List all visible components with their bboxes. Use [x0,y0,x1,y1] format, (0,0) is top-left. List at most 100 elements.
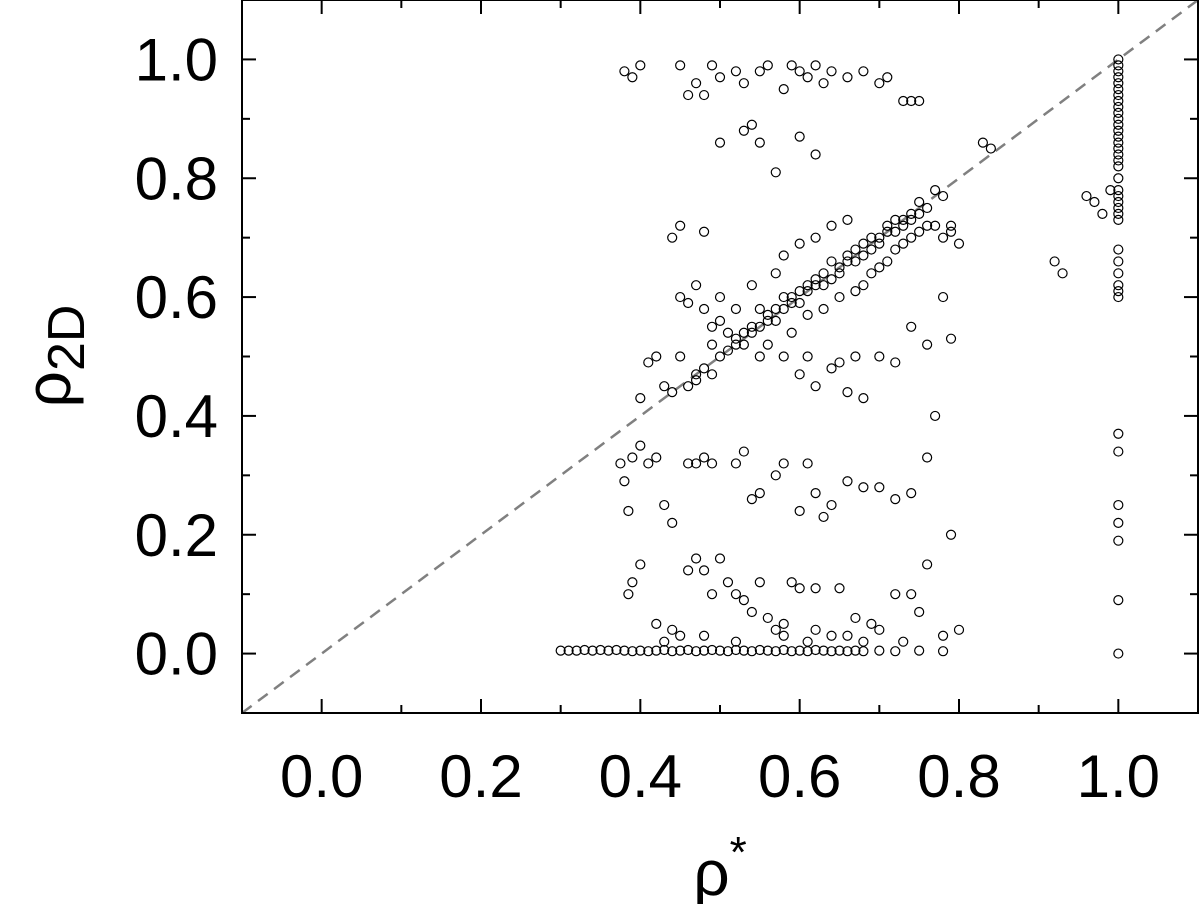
data-point [690,646,702,657]
data-point [770,315,781,326]
data-point [794,66,805,77]
data-point [643,357,654,368]
data-point [722,345,734,356]
data-point [619,476,630,487]
data-point [818,645,829,656]
data-point [1113,155,1124,166]
data-point [842,387,853,398]
data-point [810,583,821,594]
data-point [778,303,789,315]
data-point [675,220,686,231]
data-point [778,458,789,469]
data-point [698,565,710,576]
data-point [866,268,877,279]
data-point [746,646,757,657]
data-point [834,645,845,656]
data-point [953,624,965,635]
data-point [1113,428,1124,439]
data-point [754,644,765,656]
data-point [810,381,821,392]
y-tick-label: 0.4 [135,383,218,450]
data-point [810,60,821,71]
data-point [858,392,869,404]
data-point [1097,208,1108,219]
data-point [1113,190,1124,202]
data-point [690,553,702,564]
x-tick-label: 0.0 [280,743,363,810]
data-point [1113,143,1124,154]
data-point [1113,137,1124,148]
data-point [754,303,765,315]
y-tick-label: 1.0 [135,26,218,93]
data-point [898,636,909,647]
data-point [698,89,710,101]
data-point [754,488,765,499]
data-point [746,606,757,618]
data-point [786,327,797,338]
data-point [619,66,630,77]
data-point [802,280,813,291]
data-point [714,315,726,326]
data-point [706,589,718,600]
data-point [802,636,813,647]
data-point [754,321,765,332]
data-point [730,303,742,315]
data-point [874,624,885,635]
data-point [659,636,670,647]
data-point [810,274,821,285]
data-point [802,72,813,83]
data-point [826,256,837,267]
data-point [683,565,694,576]
data-point [627,646,638,657]
data-point [937,630,949,641]
data-point [555,645,566,656]
data-point [826,646,837,657]
y-tick-label: 0.2 [135,502,218,569]
data-point [643,646,654,657]
data-point [738,595,750,606]
data-point [706,60,718,71]
data-point [770,624,781,635]
data-point [770,167,781,178]
data-point [1113,113,1124,124]
data-point [706,321,718,332]
data-point [1113,60,1124,71]
data-point [794,583,805,594]
data-point [762,309,773,321]
data-point [690,280,702,291]
data-point [714,553,726,564]
data-point [1113,54,1124,65]
data-point [826,274,837,285]
data-point [977,137,989,148]
data-point [874,262,885,273]
data-point [818,511,829,523]
data-point [1113,214,1124,225]
data-point [834,291,845,303]
y-axis-title: ρ2D [12,305,96,408]
data-point [722,327,734,338]
data-point [945,220,957,231]
data-point [746,321,757,332]
data-point [738,645,750,656]
data-point [611,644,622,656]
data-point [690,78,702,89]
data-point [810,624,821,635]
y-tick-label: 0.6 [135,264,218,331]
data-point [882,72,893,83]
data-point [802,351,813,362]
data-point [762,339,773,350]
data-point [842,214,853,225]
data-point [929,410,941,422]
data-point [818,268,829,279]
data-point [706,369,718,380]
data-point [1081,190,1092,202]
data-point [579,644,590,656]
data-point [714,72,726,83]
data-point [762,315,773,326]
data-point [818,280,829,291]
data-point [945,226,957,237]
data-point [929,185,941,196]
data-point [786,60,797,71]
data-point [898,220,909,231]
data-point [810,644,821,656]
